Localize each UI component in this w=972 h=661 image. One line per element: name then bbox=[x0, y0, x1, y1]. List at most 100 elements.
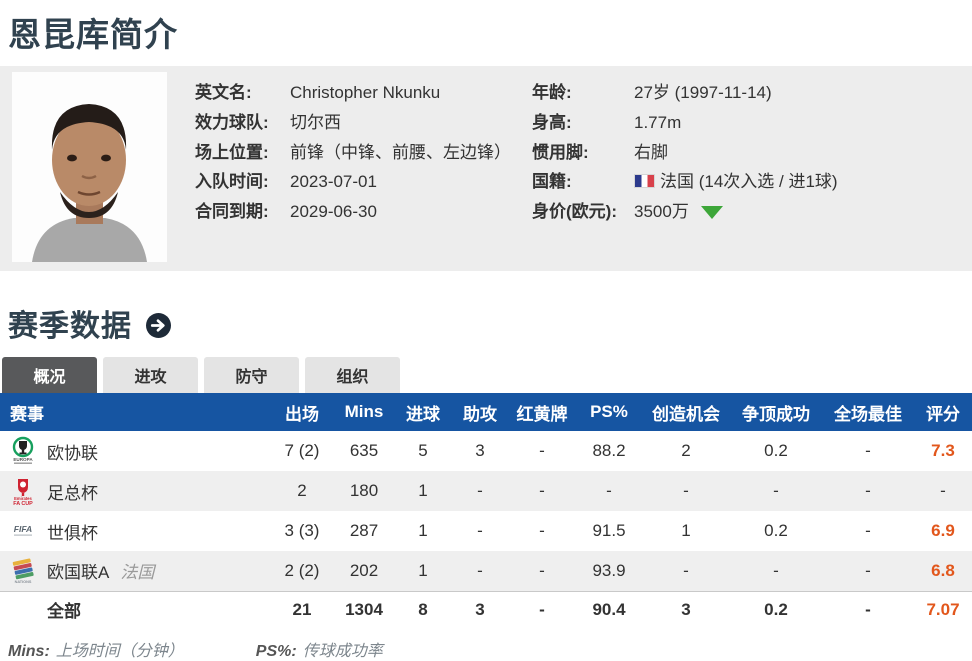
info-label: 惯用脚: bbox=[532, 142, 589, 162]
legend-ps: PS%: 传球成功率 bbox=[256, 637, 383, 661]
info-label: 身价(欧元): bbox=[532, 202, 617, 221]
info-label: 年龄: bbox=[532, 83, 572, 102]
legend-desc: 传球成功率 bbox=[302, 643, 383, 660]
stat-cell: - bbox=[477, 560, 483, 580]
rating-cell: 6.8 bbox=[931, 560, 955, 580]
stat-cell: 635 bbox=[349, 441, 379, 460]
stat-cell: 2 bbox=[297, 481, 307, 500]
stat-cell: - bbox=[683, 481, 689, 500]
svg-text:NATIONS: NATIONS bbox=[15, 580, 32, 584]
tab-defense[interactable]: 防守 bbox=[204, 357, 299, 393]
page-title: 恩昆库简介 bbox=[8, 16, 178, 53]
stat-cell: - bbox=[865, 560, 871, 580]
stat-cell: - bbox=[865, 481, 871, 500]
stat-cell: 3 bbox=[681, 599, 691, 619]
fifa-club-world-cup-icon: FIFA bbox=[8, 516, 38, 546]
info-value: 1.77m bbox=[634, 112, 682, 132]
stat-cell: - bbox=[539, 441, 545, 460]
stat-cell: 7 (2) bbox=[284, 441, 320, 460]
legend-abbr: PS%: bbox=[255, 643, 297, 660]
france-flag-icon bbox=[634, 174, 655, 189]
profile-info-right: 年龄: 27岁 (1997-11-14) 身高: 1.77m 惯用脚: 右脚 国… bbox=[532, 72, 932, 271]
tab-organization[interactable]: 组织 bbox=[305, 357, 400, 393]
stat-cell: 1 bbox=[418, 481, 428, 500]
svg-text:FA CUP: FA CUP bbox=[13, 501, 33, 506]
svg-text:FIFA: FIFA bbox=[14, 524, 32, 534]
info-value: 3500万 bbox=[634, 201, 723, 223]
nationality-text: 法国 (14次入选 / 进1球) bbox=[660, 172, 838, 192]
rating-cell: 7.3 bbox=[931, 441, 955, 460]
competition-name: 足总杯 bbox=[47, 483, 98, 503]
table-row-total: 全部 21 1304 8 3 - 90.4 3 0.2 - 7.07 bbox=[0, 591, 972, 628]
total-label: 全部 bbox=[47, 602, 81, 622]
col-header-competition: 赛事 bbox=[0, 393, 270, 431]
table-row-club-world-cup: FIFA 世俱杯 3 (3) 287 1 - - 91.5 1 0.2 - 6.… bbox=[0, 511, 972, 551]
info-value: 切尔西 bbox=[290, 112, 341, 132]
stat-cell: - bbox=[539, 481, 545, 500]
rating-cell: - bbox=[940, 481, 946, 500]
stat-cell: 0.2 bbox=[764, 441, 788, 460]
stat-cell: - bbox=[477, 481, 483, 500]
season-data-title: 赛季数据 bbox=[8, 310, 132, 343]
stat-cell: - bbox=[539, 521, 545, 540]
stat-cell: 8 bbox=[418, 599, 428, 619]
stat-cell: 3 bbox=[475, 441, 485, 460]
legend-mins: Mins: 上场时间（分钟） bbox=[8, 637, 184, 661]
table-row-conference-league: EUROPA 欧协联 7 (2) 635 5 3 - 88.2 2 0.2 - … bbox=[0, 431, 972, 471]
info-label: 场上位置: bbox=[195, 142, 269, 162]
stat-cell: - bbox=[865, 441, 871, 460]
stat-cell: 1 bbox=[418, 521, 428, 540]
stat-cell: 3 bbox=[475, 599, 485, 619]
table-row-nations-league: NATIONS 欧国联A 法国 2 (2) 202 1 - - 93.9 - -… bbox=[0, 551, 972, 591]
stat-cell: - bbox=[539, 599, 545, 619]
col-header-cards: 红黄牌 bbox=[508, 393, 576, 431]
stat-cell: 90.4 bbox=[592, 599, 626, 619]
trend-down-icon bbox=[700, 206, 723, 219]
col-header-motm: 全场最佳 bbox=[822, 393, 914, 431]
fa-cup-icon: Emirates FA CUP bbox=[8, 476, 38, 506]
col-header-assists: 助攻 bbox=[452, 393, 508, 431]
tab-overview[interactable]: 概况 bbox=[2, 357, 97, 393]
stat-cell: 2 bbox=[681, 441, 691, 460]
profile-info-left: 英文名: Christopher Nkunku 效力球队: 切尔西 场上位置: … bbox=[195, 72, 532, 271]
circle-arrow-icon[interactable] bbox=[146, 312, 171, 338]
table-header-row: 赛事 出场 Mins 进球 助攻 红黄牌 PS% 创造机会 争顶成功 全场最佳 … bbox=[0, 393, 972, 431]
competition-name: 欧协联 bbox=[47, 443, 98, 463]
rating-cell: 7.07 bbox=[926, 599, 960, 619]
season-data-heading: 赛季数据 bbox=[0, 271, 972, 357]
info-label: 身高: bbox=[532, 112, 572, 132]
stat-cell: 21 bbox=[292, 599, 312, 619]
svg-text:EUROPA: EUROPA bbox=[13, 457, 33, 462]
info-value: 2023-07-01 bbox=[290, 172, 377, 192]
stat-cell: 0.2 bbox=[764, 599, 788, 619]
player-photo bbox=[12, 72, 167, 262]
season-tabs: 概况 进攻 防守 组织 bbox=[0, 357, 972, 393]
info-row-club: 效力球队: 切尔西 bbox=[195, 112, 532, 134]
info-value: 2029-06-30 bbox=[290, 202, 377, 221]
info-label: 合同到期: bbox=[195, 202, 269, 221]
legend-abbr: Mins: bbox=[8, 643, 50, 660]
competition-note: 法国 bbox=[120, 563, 155, 583]
info-label: 效力球队: bbox=[195, 112, 269, 132]
svg-text:Emirates: Emirates bbox=[14, 496, 32, 501]
competition-name: 欧国联A bbox=[47, 563, 110, 583]
table-row-fa-cup: Emirates FA CUP 足总杯 2 180 1 - - - - - - … bbox=[0, 471, 972, 511]
info-value: 右脚 bbox=[634, 142, 668, 162]
competition-name: 世俱杯 bbox=[47, 523, 98, 543]
tab-attack[interactable]: 进攻 bbox=[103, 357, 198, 393]
stat-cell: 1304 bbox=[345, 599, 383, 619]
info-value: 法国 (14次入选 / 进1球) bbox=[634, 171, 838, 193]
season-stats-table: 赛事 出场 Mins 进球 助攻 红黄牌 PS% 创造机会 争顶成功 全场最佳 … bbox=[0, 393, 972, 628]
stat-cell: 93.9 bbox=[592, 560, 626, 580]
table-legend: Mins: 上场时间（分钟） PS%: 传球成功率 bbox=[0, 628, 972, 661]
info-value: 前锋（中锋、前腰、左边锋） bbox=[290, 142, 511, 162]
uefa-conference-league-icon: EUROPA bbox=[8, 436, 38, 466]
stat-cell: 0.2 bbox=[764, 521, 788, 540]
stat-cell: - bbox=[606, 481, 612, 500]
info-row-nationality: 国籍: 法国 (14次入选 / 进1球) bbox=[532, 171, 932, 193]
col-header-aerials-won: 争顶成功 bbox=[730, 393, 822, 431]
stat-cell: 3 (3) bbox=[284, 521, 320, 540]
info-row-join-date: 入队时间: 2023-07-01 bbox=[195, 171, 532, 193]
info-row-preferred-foot: 惯用脚: 右脚 bbox=[532, 142, 932, 164]
